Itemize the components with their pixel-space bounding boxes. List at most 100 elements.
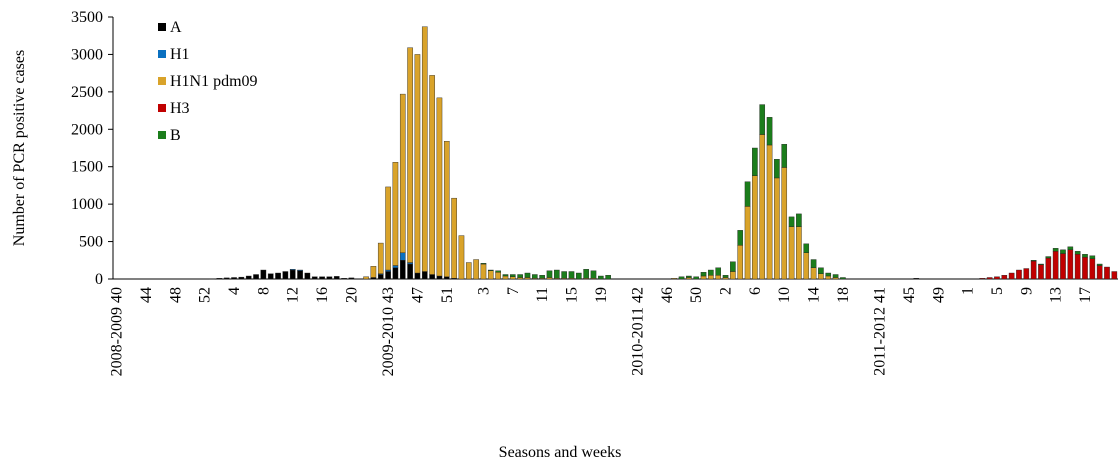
bar-segment — [759, 104, 766, 135]
bar-segment — [539, 275, 545, 279]
bar-segment — [385, 271, 391, 280]
bar-segment — [231, 277, 237, 280]
bar-segment — [788, 226, 795, 280]
bar-segment — [686, 277, 692, 280]
x-tick-label: 2009-2010 43 — [380, 287, 397, 376]
x-tick-label: 14 — [806, 287, 823, 303]
x-tick-label: 51 — [439, 287, 456, 303]
bar-segment — [1016, 269, 1022, 280]
bar-segment — [759, 134, 766, 280]
bar-segment — [788, 216, 795, 227]
bar-segment — [377, 274, 384, 280]
legend-swatch — [158, 77, 166, 85]
y-tick-label: 2500 — [71, 84, 103, 101]
bar-segment — [392, 162, 399, 266]
bar-segment — [825, 275, 832, 280]
bar-segment — [333, 276, 340, 280]
bar-segment — [818, 267, 824, 274]
bar-segment — [385, 269, 391, 272]
bar-segment — [700, 272, 707, 277]
bar-segment — [421, 26, 428, 272]
bar-segment — [1089, 258, 1096, 280]
bar-segment — [994, 276, 1000, 280]
bar-segment — [502, 274, 509, 277]
x-tick-label: 52 — [197, 287, 214, 303]
bar-segment — [223, 277, 230, 280]
bar-segment — [377, 242, 384, 274]
bar-segment — [363, 276, 369, 280]
bar-segment — [399, 260, 406, 280]
x-tick-label: 2010-2011 42 — [630, 287, 647, 376]
bar-segment — [429, 75, 435, 275]
x-tick-label: 9 — [1018, 287, 1035, 295]
bar-segment — [341, 278, 347, 280]
bar-segment — [708, 269, 714, 276]
y-tick-label: 0 — [95, 271, 103, 288]
x-tick-label: 6 — [747, 287, 764, 295]
bar-segment — [385, 186, 391, 271]
bar-segment — [289, 269, 296, 271]
x-tick-label: 2 — [718, 287, 735, 295]
bar-segment — [524, 272, 531, 278]
bar-segment — [502, 275, 509, 280]
bar-segment — [1045, 256, 1052, 259]
bar-segment — [590, 270, 597, 279]
x-tick-label: 5 — [989, 287, 1006, 295]
bar-segment — [1045, 257, 1052, 280]
bar-segment — [443, 141, 450, 277]
y-tick-label: 1500 — [71, 159, 103, 176]
bar-segment — [216, 278, 223, 280]
y-tick-label: 3500 — [71, 9, 103, 26]
x-tick-label: 17 — [1077, 287, 1094, 303]
bar-segment — [348, 277, 355, 280]
x-tick-label: 46 — [659, 287, 676, 303]
bar-segment — [436, 275, 443, 280]
bar-segment — [392, 267, 399, 280]
bar-segment — [781, 167, 788, 280]
bar-segment — [1082, 254, 1088, 258]
bar-segment — [832, 274, 839, 278]
bar-segment — [825, 272, 832, 277]
x-tick-label: 3 — [475, 287, 492, 295]
bar-segment — [832, 277, 839, 280]
bar-segment — [1030, 260, 1037, 262]
bar-segment — [532, 274, 538, 279]
x-tick-label: 45 — [901, 287, 918, 303]
bar-segment — [781, 144, 788, 168]
x-axis-title: Seasons and weeks — [499, 444, 622, 461]
bar-segment — [517, 274, 523, 278]
x-tick-label: 2008-2009 40 — [109, 287, 126, 376]
x-tick-label: 20 — [343, 287, 360, 303]
bar-segment — [810, 267, 817, 280]
bar-segment — [407, 262, 413, 265]
y-tick-label: 500 — [79, 234, 103, 251]
bar-segment — [774, 177, 780, 280]
x-tick-label: 4 — [226, 287, 243, 295]
bar-segment — [722, 277, 729, 280]
bar-segment — [495, 270, 501, 273]
bar-segment — [722, 275, 729, 278]
bar-segment — [297, 269, 303, 271]
bar-segment — [693, 276, 699, 280]
bar-segment — [678, 276, 685, 280]
bar-segment — [796, 226, 802, 280]
bar-segment — [1052, 251, 1059, 280]
bar-segment — [465, 262, 472, 280]
y-axis-title: Number of PCR positive cases — [11, 50, 28, 246]
bar-segment — [1104, 266, 1110, 280]
bar-segment — [1074, 251, 1081, 255]
bar-segment — [319, 276, 325, 280]
bar-segment — [458, 235, 465, 280]
bar-segment — [1067, 249, 1074, 280]
bar-segment — [297, 270, 303, 280]
bar-segment — [282, 271, 289, 280]
x-tick-label: 18 — [835, 287, 852, 303]
x-tick-label: 1 — [960, 287, 977, 295]
bar-segment — [1030, 260, 1037, 280]
x-tick-label: 44 — [138, 287, 155, 303]
legend-label: H1 — [170, 46, 190, 63]
bar-segment — [436, 97, 443, 277]
bar-segment — [1052, 248, 1059, 252]
bar-segment — [744, 181, 751, 207]
bar-segment — [414, 272, 421, 280]
